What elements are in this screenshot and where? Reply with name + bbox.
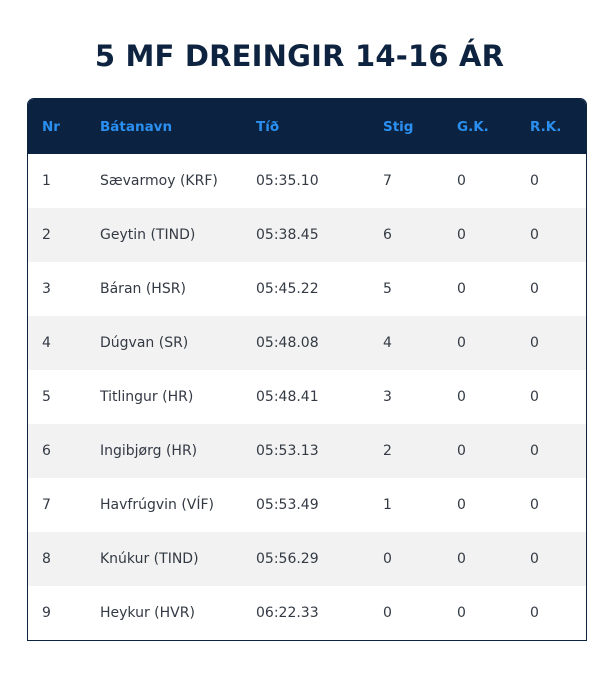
header-gk: G.K.: [457, 118, 489, 135]
table-row: 5 Titlingur (HR) 05:48.41 3 0 0: [28, 370, 586, 424]
cell-gk: 0: [457, 605, 466, 621]
cell-rk: 0: [530, 173, 539, 189]
cell-nr: 1: [42, 173, 51, 189]
cell-gk: 0: [457, 173, 466, 189]
cell-boat: Sævarmoy (KRF): [100, 173, 218, 189]
cell-points: 0: [383, 551, 392, 567]
page-title: 5 MF DREINGIR 14-16 ÁR: [94, 39, 505, 73]
cell-boat: Heykur (HVR): [100, 605, 195, 621]
table-row: 3 Báran (HSR) 05:45.22 5 0 0: [28, 262, 586, 316]
cell-boat: Havfrúgvin (VÍF): [100, 497, 215, 513]
cell-time: 05:38.45: [256, 227, 319, 243]
table-row: 8 Knúkur (TIND) 05:56.29 0 0 0: [28, 532, 586, 586]
header-nr: Nr: [42, 118, 60, 135]
cell-time: 05:45.22: [256, 281, 319, 297]
cell-nr: 8: [42, 551, 51, 567]
cell-gk: 0: [457, 551, 466, 567]
cell-time: 05:53.49: [256, 497, 319, 513]
cell-boat: Titlingur (HR): [100, 389, 194, 405]
cell-boat: Báran (HSR): [100, 281, 186, 297]
cell-boat: Dúgvan (SR): [100, 335, 189, 351]
cell-points: 0: [383, 605, 392, 621]
cell-points: 2: [383, 443, 392, 459]
cell-nr: 6: [42, 443, 51, 459]
cell-time: 05:35.10: [256, 173, 319, 189]
header-row: Nr Bátanavn Tíð Stig G.K. R.K.: [28, 99, 586, 154]
cell-time: 05:48.08: [256, 335, 319, 351]
cell-nr: 9: [42, 605, 51, 621]
results-table: Nr Bátanavn Tíð Stig G.K. R.K. 1 Sævarmo…: [28, 99, 586, 640]
cell-points: 7: [383, 173, 392, 189]
cell-time: 05:48.41: [256, 389, 319, 405]
cell-gk: 0: [457, 227, 466, 243]
header-boat: Bátanavn: [100, 118, 173, 135]
table-row: 2 Geytin (TIND) 05:38.45 6 0 0: [28, 208, 586, 262]
cell-gk: 0: [457, 281, 466, 297]
cell-boat: Geytin (TIND): [100, 227, 196, 243]
table-row: 1 Sævarmoy (KRF) 05:35.10 7 0 0: [28, 154, 586, 208]
cell-gk: 0: [457, 443, 466, 459]
cell-rk: 0: [530, 551, 539, 567]
cell-points: 3: [383, 389, 392, 405]
cell-rk: 0: [530, 335, 539, 351]
cell-rk: 0: [530, 281, 539, 297]
cell-rk: 0: [530, 605, 539, 621]
header-time: Tíð: [256, 118, 280, 135]
cell-time: 05:56.29: [256, 551, 319, 567]
cell-nr: 7: [42, 497, 51, 513]
table-header: Nr Bátanavn Tíð Stig G.K. R.K.: [28, 99, 586, 154]
cell-points: 1: [383, 497, 392, 513]
cell-nr: 3: [42, 281, 51, 297]
cell-gk: 0: [457, 389, 466, 405]
cell-rk: 0: [530, 497, 539, 513]
header-points: Stig: [383, 118, 414, 135]
cell-rk: 0: [530, 227, 539, 243]
cell-gk: 0: [457, 335, 466, 351]
table-row: 9 Heykur (HVR) 06:22.33 0 0 0: [28, 586, 586, 640]
cell-points: 6: [383, 227, 392, 243]
cell-nr: 4: [42, 335, 51, 351]
cell-gk: 0: [457, 497, 466, 513]
cell-rk: 0: [530, 443, 539, 459]
cell-points: 5: [383, 281, 392, 297]
table-row: 6 Ingibjørg (HR) 05:53.13 2 0 0: [28, 424, 586, 478]
cell-points: 4: [383, 335, 392, 351]
cell-time: 05:53.13: [256, 443, 319, 459]
cell-nr: 5: [42, 389, 51, 405]
results-table-container: Nr Bátanavn Tíð Stig G.K. R.K. 1 Sævarmo…: [27, 98, 587, 641]
cell-boat: Knúkur (TIND): [100, 551, 199, 567]
table-row: 7 Havfrúgvin (VÍF) 05:53.49 1 0 0: [28, 478, 586, 532]
header-rk: R.K.: [530, 118, 562, 135]
cell-boat: Ingibjørg (HR): [100, 443, 198, 459]
cell-rk: 0: [530, 389, 539, 405]
table-row: 4 Dúgvan (SR) 05:48.08 4 0 0: [28, 316, 586, 370]
table-body: 1 Sævarmoy (KRF) 05:35.10 7 0 0 2 Geytin…: [28, 154, 586, 640]
cell-nr: 2: [42, 227, 51, 243]
cell-time: 06:22.33: [256, 605, 319, 621]
